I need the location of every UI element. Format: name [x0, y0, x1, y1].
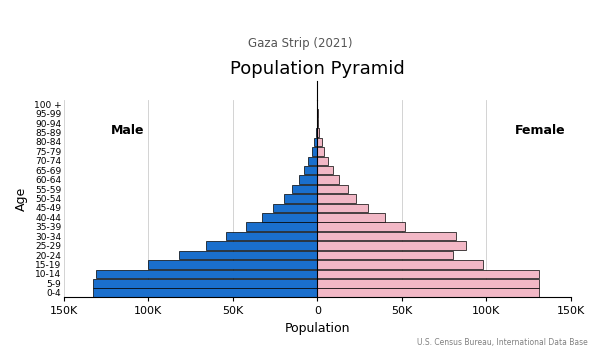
- Bar: [314, 138, 317, 146]
- Title: Population Pyramid: Population Pyramid: [230, 61, 405, 78]
- Text: U.S. Census Bureau, International Data Base: U.S. Census Bureau, International Data B…: [417, 337, 588, 346]
- Bar: [284, 194, 317, 203]
- Bar: [247, 223, 317, 231]
- Text: Gaza Strip (2021): Gaza Strip (2021): [248, 37, 352, 50]
- Bar: [317, 128, 319, 137]
- Bar: [317, 156, 328, 165]
- Bar: [304, 166, 317, 174]
- Bar: [317, 166, 332, 174]
- Bar: [317, 279, 539, 287]
- Bar: [308, 156, 317, 165]
- Bar: [96, 270, 317, 278]
- Bar: [262, 213, 317, 222]
- Bar: [92, 288, 317, 297]
- Bar: [317, 147, 324, 156]
- Bar: [317, 260, 483, 269]
- Bar: [317, 194, 356, 203]
- Bar: [316, 128, 317, 137]
- Bar: [317, 241, 466, 250]
- Bar: [317, 223, 405, 231]
- Bar: [226, 232, 317, 240]
- Bar: [292, 185, 317, 193]
- Text: Female: Female: [515, 124, 566, 137]
- Bar: [206, 241, 317, 250]
- Bar: [317, 251, 452, 259]
- Bar: [274, 204, 317, 212]
- Bar: [317, 175, 340, 184]
- Bar: [148, 260, 317, 269]
- Bar: [317, 138, 322, 146]
- Bar: [317, 185, 348, 193]
- Text: Male: Male: [110, 124, 144, 137]
- Bar: [317, 232, 456, 240]
- Bar: [317, 204, 368, 212]
- Bar: [299, 175, 317, 184]
- Bar: [179, 251, 317, 259]
- Bar: [92, 279, 317, 287]
- Bar: [311, 147, 317, 156]
- Bar: [317, 270, 539, 278]
- Y-axis label: Age: Age: [15, 186, 28, 211]
- Bar: [317, 119, 318, 127]
- Bar: [317, 213, 385, 222]
- X-axis label: Population: Population: [284, 322, 350, 335]
- Bar: [317, 288, 539, 297]
